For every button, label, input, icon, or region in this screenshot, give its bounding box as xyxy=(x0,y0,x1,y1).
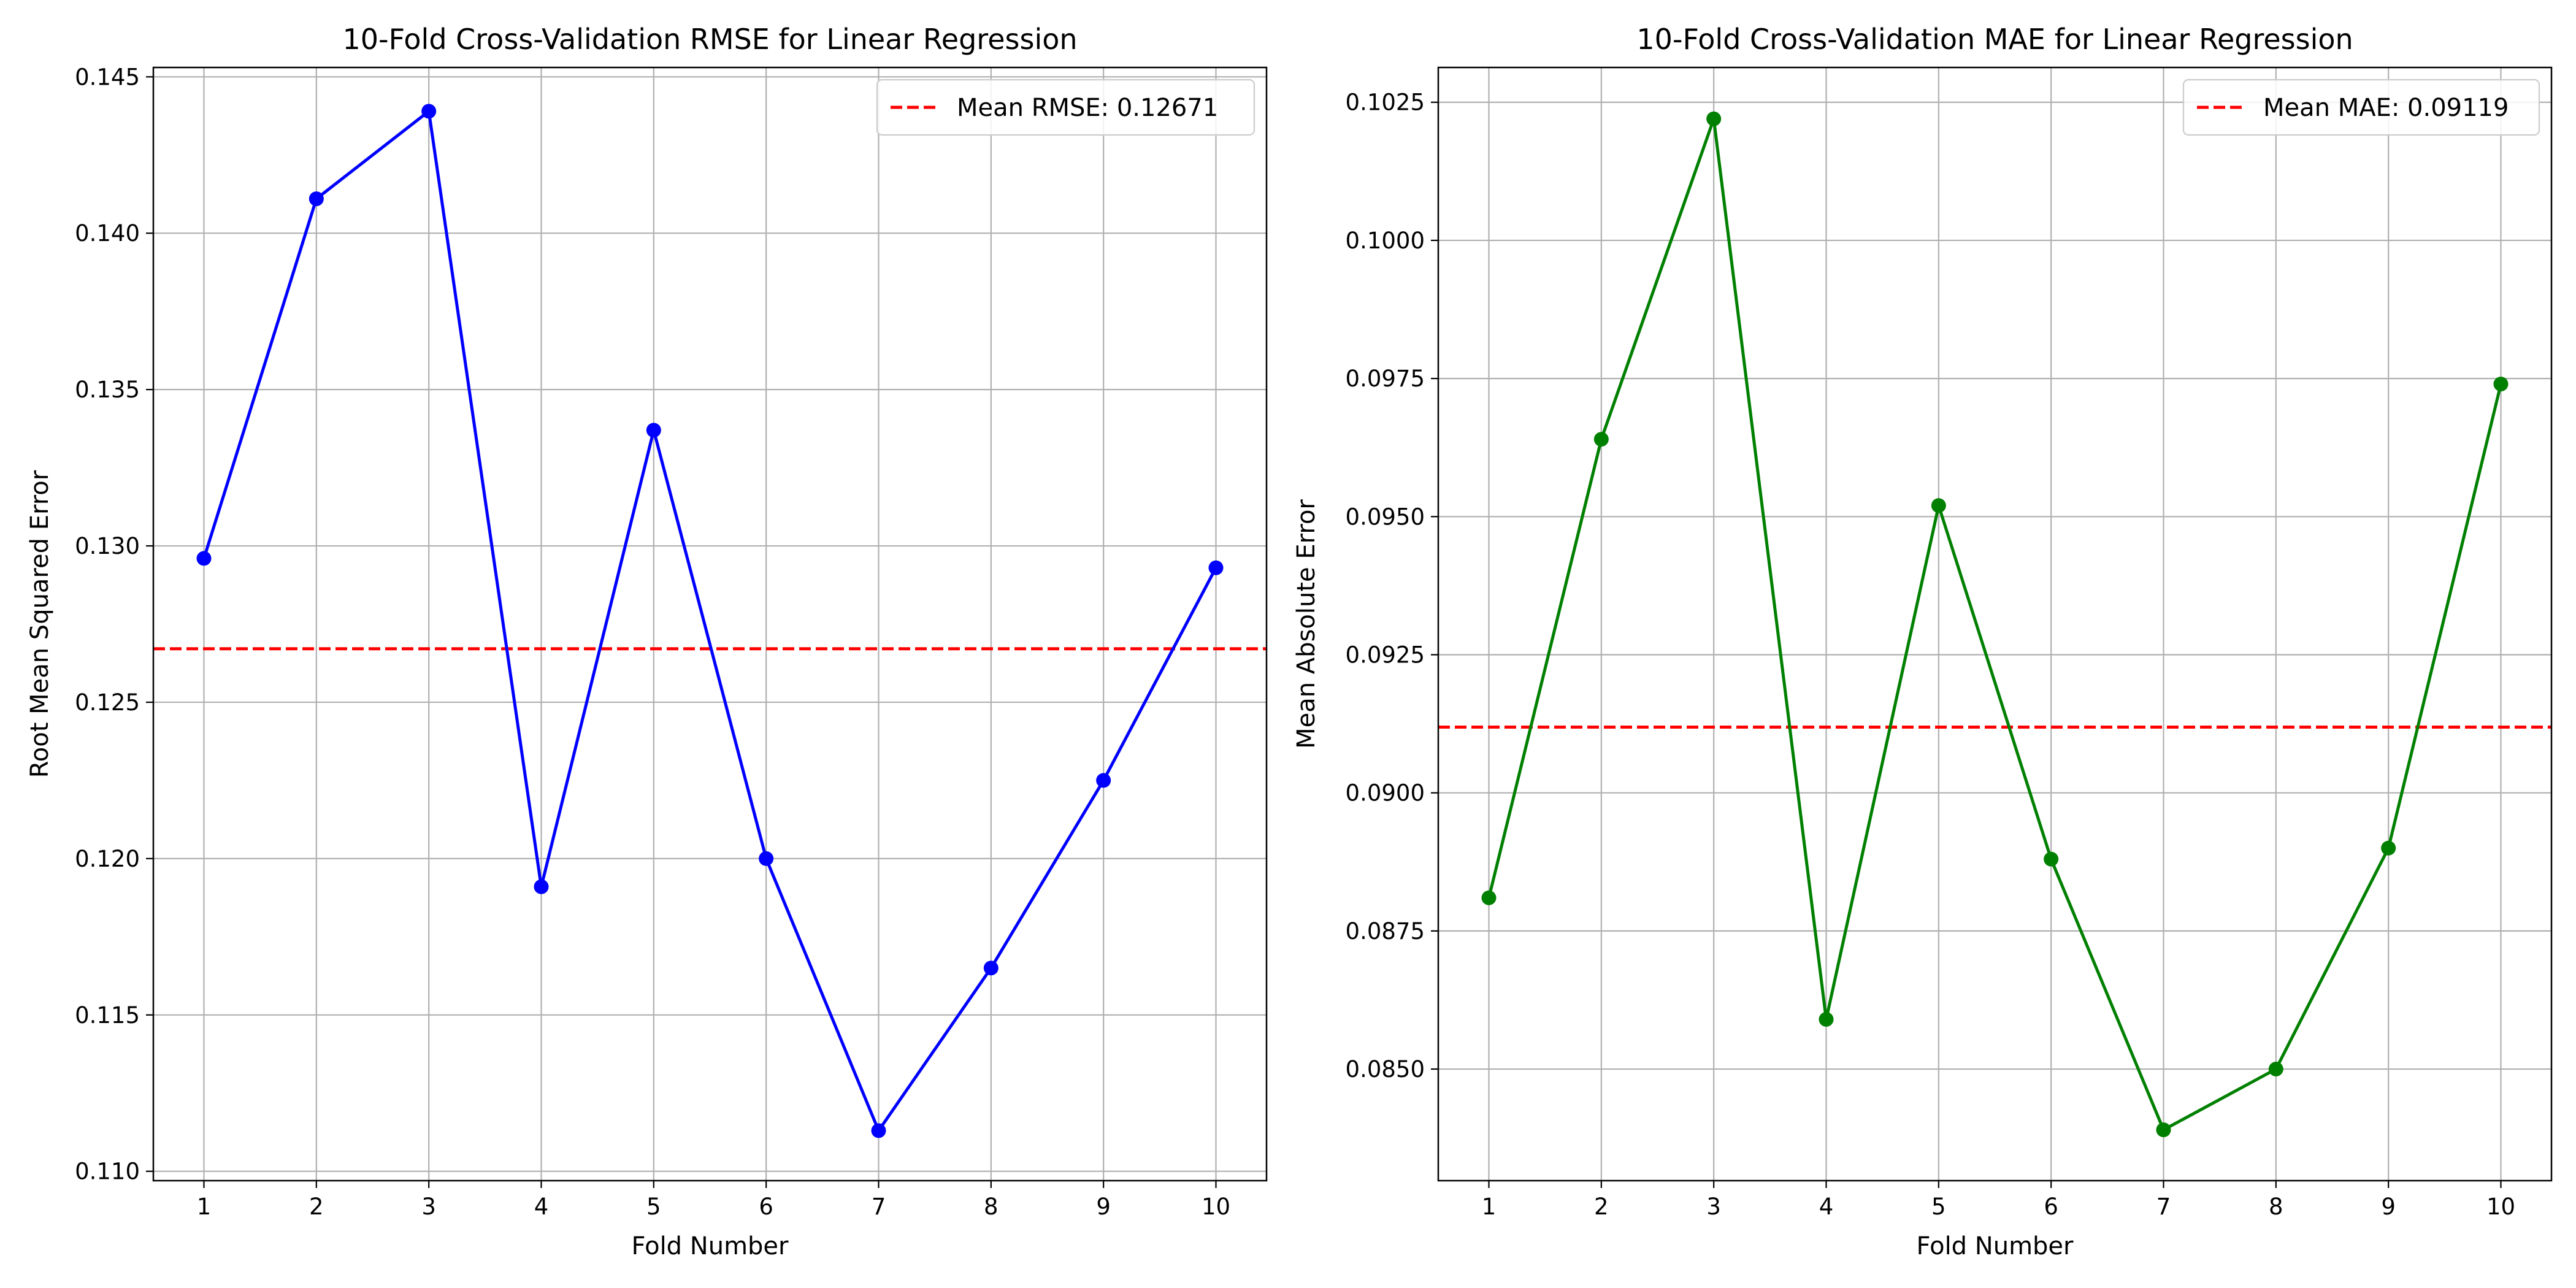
data-point xyxy=(1481,890,1497,905)
y-tick-label: 0.145 xyxy=(75,64,140,90)
x-tick-label: 6 xyxy=(2044,1194,2058,1220)
x-axis-label: Fold Number xyxy=(1917,1232,2074,1260)
x-tick-label: 6 xyxy=(759,1194,773,1220)
x-tick-label: 3 xyxy=(421,1194,436,1220)
y-tick-label: 0.0875 xyxy=(1346,918,1425,945)
x-tick-label: 2 xyxy=(309,1194,324,1220)
legend-box xyxy=(2182,79,2540,136)
chart-1: 1 2 3 4 5 6 7 8 9 10 0.110 0.115 0.120 0.125 0.130 0.13… xyxy=(26,23,1268,1260)
y-axis-label: Mean Absolute Error xyxy=(1292,499,1321,749)
y-tick-label: 0.0850 xyxy=(1346,1056,1425,1083)
data-point xyxy=(646,423,661,438)
legend-label: Mean MAE: 0.09119 xyxy=(2263,94,2509,122)
chart-2: 1 2 3 4 5 6 7 8 9 10 0.0850 0.0875 0.0900 0.0925 0.095… xyxy=(1292,23,2553,1260)
y-tick-label: 0.140 xyxy=(75,220,140,247)
data-point xyxy=(759,851,774,866)
legend: Mean MAE: 0.09119 xyxy=(2182,79,2540,136)
data-point xyxy=(534,879,549,894)
y-tick-label: 0.130 xyxy=(75,533,140,559)
x-tick-label: 2 xyxy=(1594,1194,1609,1220)
data-point xyxy=(2268,1062,2283,1077)
x-tick-label: 4 xyxy=(534,1194,549,1220)
y-tick-label: 0.135 xyxy=(75,377,140,403)
plot-frame xyxy=(1437,66,2553,1182)
y-tick-label: 0.0900 xyxy=(1346,780,1425,807)
y-tick-label: 0.115 xyxy=(75,1002,140,1029)
data-point xyxy=(2493,377,2509,392)
series-line xyxy=(1487,117,2502,1132)
y-tick-label: 0.110 xyxy=(75,1159,140,1185)
x-tick-label: 8 xyxy=(2269,1194,2283,1220)
y-axis-label: Root Mean Squared Error xyxy=(26,470,54,778)
y-tick-label: 0.0925 xyxy=(1346,642,1425,668)
y-tick-label: 0.1025 xyxy=(1346,90,1425,116)
legend: Mean RMSE: 0.12671 xyxy=(876,79,1255,136)
data-point xyxy=(309,191,324,207)
x-tick-label: 3 xyxy=(1706,1194,1721,1220)
x-tick-label: 1 xyxy=(197,1194,212,1220)
data-point xyxy=(196,551,212,566)
data-point xyxy=(2381,840,2396,856)
data-point xyxy=(1208,560,1224,575)
x-tick-label: 9 xyxy=(2381,1194,2396,1220)
x-tick-label: 8 xyxy=(984,1194,999,1220)
x-tick-label: 9 xyxy=(1096,1194,1111,1220)
data-point xyxy=(421,104,437,119)
chart-title: 10-Fold Cross-Validation RMSE for Linear… xyxy=(342,23,1077,56)
y-tick-label: 0.120 xyxy=(75,846,140,872)
x-tick-label: 7 xyxy=(2156,1194,2171,1220)
x-tick-label: 4 xyxy=(1819,1194,1834,1220)
legend-box xyxy=(876,79,1255,136)
legend-label: Mean RMSE: 0.12671 xyxy=(957,94,1218,122)
chart-title: 10-Fold Cross-Validation MAE for Linear … xyxy=(1636,23,2353,56)
x-tick-label: 7 xyxy=(872,1194,886,1220)
data-point xyxy=(1096,773,1111,788)
data-point xyxy=(1706,111,1722,126)
x-tick-label: 10 xyxy=(1202,1194,1230,1220)
x-tick-label: 5 xyxy=(646,1194,661,1220)
x-tick-label: 1 xyxy=(1482,1194,1497,1220)
data-point xyxy=(1931,498,1946,513)
data-point xyxy=(983,960,999,976)
x-tick-label: 5 xyxy=(1931,1194,1946,1220)
data-point xyxy=(2156,1122,2171,1138)
grid-lines xyxy=(153,67,1267,1181)
x-axis-label: Fold Number xyxy=(632,1232,789,1260)
data-point xyxy=(871,1123,886,1138)
y-tick-label: 0.125 xyxy=(75,689,140,716)
data-point xyxy=(1819,1011,1834,1027)
x-tick-label: 10 xyxy=(2486,1194,2515,1220)
data-point xyxy=(2044,851,2059,867)
y-tick-label: 0.0950 xyxy=(1346,504,1425,530)
series-line xyxy=(202,109,1217,1132)
data-point xyxy=(1593,432,1609,447)
plot-frame xyxy=(152,66,1268,1182)
grid-lines xyxy=(1438,67,2551,1181)
y-tick-label: 0.1000 xyxy=(1346,228,1425,254)
y-tick-label: 0.0975 xyxy=(1346,366,1425,392)
